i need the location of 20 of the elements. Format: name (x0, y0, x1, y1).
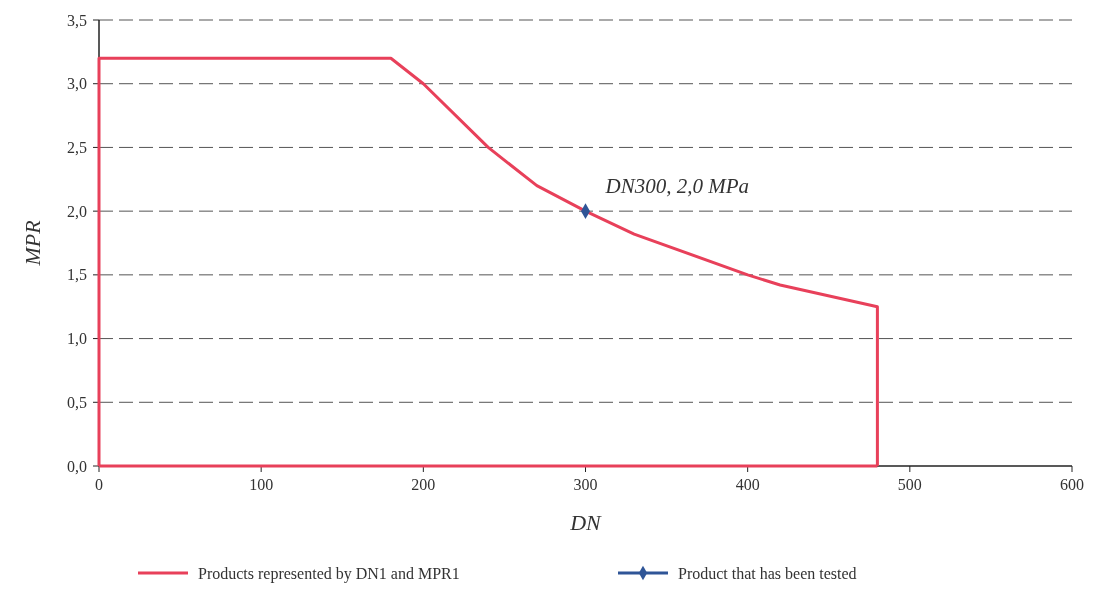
x-tick-label: 600 (1060, 476, 1084, 493)
legend-label: Product that has been tested (678, 564, 857, 582)
x-tick-label: 400 (735, 476, 760, 493)
y-tick-label: 1,0 (67, 330, 87, 348)
y-tick-label: 2,5 (67, 139, 87, 157)
x-tick-label: 200 (411, 476, 436, 493)
y-tick-label: 0,0 (67, 457, 87, 475)
y-tick-label: 0,5 (67, 393, 87, 411)
y-tick-label: 3,0 (67, 75, 87, 93)
y-tick-label: 2,0 (67, 202, 87, 220)
legend-label: Products represented by DN1 and MPR1 (198, 564, 460, 583)
x-axis-title: DN (569, 510, 603, 535)
y-tick-label: 3,5 (67, 11, 87, 29)
annotation: DN300, 2,0 MPa (604, 174, 749, 199)
y-axis-title: MPR (20, 219, 45, 267)
y-tick-label: 1,5 (67, 266, 87, 284)
x-tick-label: 0 (95, 476, 103, 493)
x-tick-label: 100 (249, 476, 274, 493)
x-tick-label: 300 (573, 476, 598, 493)
x-tick-label: 500 (897, 476, 922, 493)
